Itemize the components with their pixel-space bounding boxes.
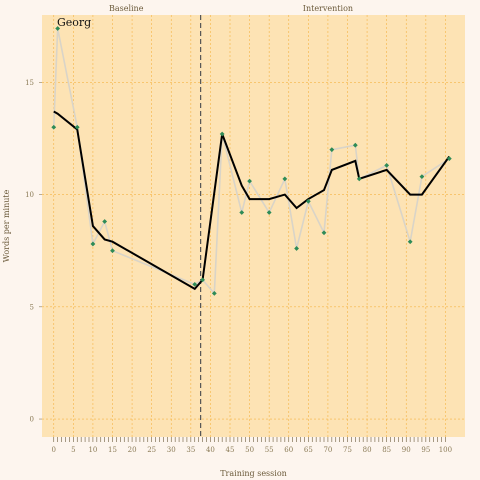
x-tick-label: 45 — [226, 446, 235, 454]
phase-labels: Baseline Intervention — [109, 4, 353, 13]
x-tick-label: 40 — [206, 446, 215, 454]
data-point — [102, 219, 108, 224]
y-tick-label: 10 — [25, 191, 34, 199]
x-tick-label: 90 — [402, 446, 411, 454]
x-tick-label: 20 — [128, 446, 137, 454]
data-point — [294, 246, 299, 251]
x-tick-label: 80 — [363, 446, 372, 454]
data-point — [407, 239, 413, 245]
data-point — [192, 281, 198, 287]
y-axis-title: Words per minute — [2, 189, 11, 262]
x-tick-label: 35 — [186, 446, 195, 454]
data-point — [356, 176, 362, 182]
x-axis-title: Training session — [220, 469, 287, 478]
panel-label: Georg — [57, 16, 91, 29]
data-point — [55, 26, 61, 31]
data-point — [247, 178, 252, 184]
x-tick-label: 60 — [284, 446, 293, 454]
series-group — [51, 26, 452, 296]
data-point — [321, 230, 327, 236]
grid-lines — [42, 15, 465, 437]
data-point — [352, 142, 358, 148]
plot-panel — [42, 15, 465, 437]
x-tick-label: 10 — [88, 446, 97, 454]
data-point — [239, 210, 245, 215]
x-tick-label: 5 — [71, 446, 75, 454]
y-tick-label: 5 — [30, 303, 34, 311]
data-point — [329, 147, 335, 153]
x-tick-label: 50 — [245, 446, 254, 454]
data-point — [446, 156, 452, 162]
data-point — [305, 198, 311, 204]
data-point — [282, 176, 288, 182]
data-point — [110, 248, 115, 254]
x-tick-label: 85 — [382, 446, 391, 454]
x-tick-label: 100 — [439, 446, 452, 454]
phase-label: Intervention — [303, 4, 353, 13]
phase-label: Baseline — [109, 4, 144, 13]
x-tick-label: 95 — [421, 446, 430, 454]
data-point — [211, 290, 217, 296]
x-tick-label: 25 — [147, 446, 156, 454]
x-tick-label: 15 — [108, 446, 117, 454]
data-point — [219, 131, 225, 137]
x-tick-label: 70 — [323, 446, 332, 454]
data-point — [90, 241, 96, 247]
x-tick-label: 0 — [52, 446, 56, 454]
x-tick-label: 30 — [167, 446, 176, 454]
data-point — [74, 124, 80, 130]
y-tick-label: 0 — [30, 416, 34, 424]
y-tick-label: 15 — [25, 79, 34, 87]
x-tick-label: 65 — [304, 446, 313, 454]
data-point — [266, 210, 272, 215]
data-point — [200, 277, 205, 283]
x-tick-label: 55 — [265, 446, 274, 454]
data-point — [419, 174, 425, 180]
data-point — [384, 162, 390, 168]
axes: 0 5 10 15 20 25 30 35 40 45 50 55 60 65 70 75 80 85 90 95 10… — [25, 79, 452, 454]
data-point — [51, 124, 57, 130]
x-tick-label: 75 — [343, 446, 352, 454]
smoothed-line — [53, 110, 451, 291]
